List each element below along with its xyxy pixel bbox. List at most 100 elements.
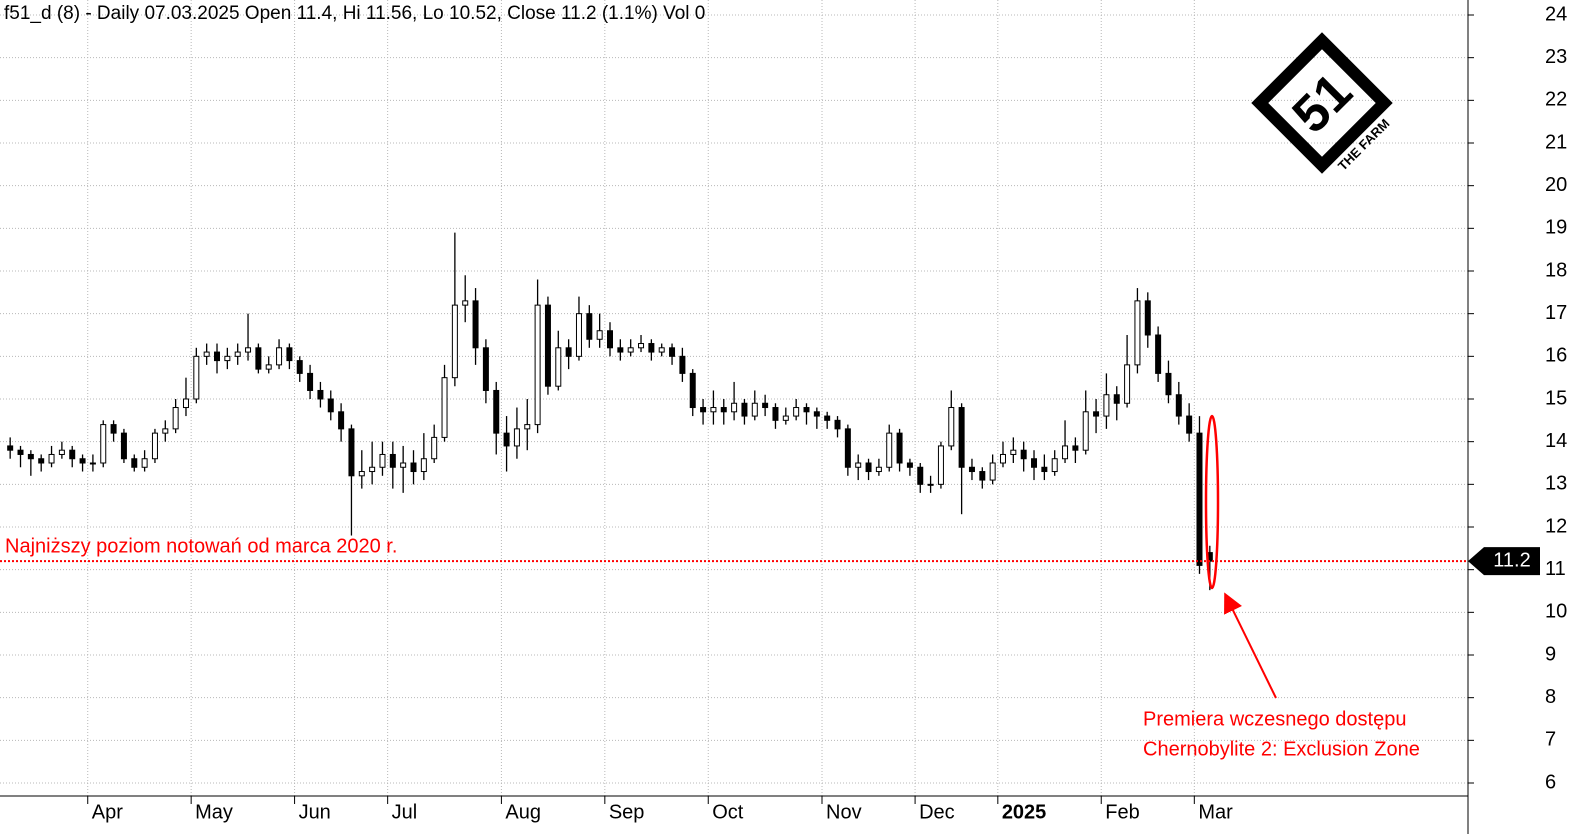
candle-body — [1010, 449, 1017, 455]
candle-body — [948, 407, 955, 447]
candle-body — [120, 432, 127, 460]
candle-body — [472, 300, 479, 349]
candle-body — [338, 411, 345, 430]
y-tick-label: 12 — [1545, 515, 1567, 537]
candle-body — [855, 462, 862, 468]
candle-body — [1051, 458, 1058, 473]
candle-body — [834, 419, 841, 430]
candle-body — [607, 330, 613, 349]
candle-body — [658, 347, 665, 353]
candle-body — [803, 407, 810, 413]
candle-body — [793, 407, 800, 417]
candle-body — [979, 471, 986, 481]
candle-body — [710, 407, 717, 413]
y-tick-label: 21 — [1545, 131, 1567, 153]
candle-body — [493, 389, 500, 434]
candle-body — [100, 424, 107, 464]
candle-body — [369, 466, 376, 473]
candle-body — [48, 453, 55, 464]
candle-body — [7, 445, 14, 451]
candle-body — [565, 347, 572, 357]
candle-body — [410, 462, 417, 473]
candle-body — [927, 483, 934, 486]
y-tick-label: 10 — [1545, 601, 1567, 623]
candle-body — [575, 313, 582, 357]
candle-body — [358, 471, 365, 477]
candle-body — [58, 449, 65, 455]
candle-body — [1186, 415, 1193, 434]
candle-body — [968, 466, 975, 473]
x-tick-label: May — [195, 801, 233, 823]
candle-body — [203, 351, 210, 357]
y-tick-label: 14 — [1545, 430, 1567, 452]
x-tick-label: Dec — [919, 801, 955, 823]
candle-body — [1041, 466, 1048, 473]
x-tick-label: Sep — [609, 801, 645, 823]
chart-title: f51_d (8) - Daily 07.03.2025 Open 11.4, … — [4, 3, 705, 24]
candle-body — [772, 407, 779, 421]
candle-body — [503, 432, 510, 447]
candle-body — [906, 462, 913, 468]
candle-body — [214, 351, 221, 362]
candle-body — [1031, 458, 1038, 468]
annotation-arrow — [1224, 592, 1277, 699]
candle-body — [327, 398, 334, 413]
y-tick-label: 16 — [1545, 345, 1567, 367]
candle-body — [1134, 300, 1141, 366]
candle-body — [669, 347, 676, 357]
y-tick-label: 8 — [1545, 686, 1556, 708]
reference-label: Najniższy poziom notowań od marca 2020 r… — [5, 535, 397, 557]
last-price-label: 11.2 — [1493, 549, 1530, 571]
candle-body — [917, 466, 924, 485]
candle-body — [172, 407, 179, 430]
candle-body — [544, 304, 551, 387]
candle-body — [265, 364, 272, 370]
candle-body — [1062, 445, 1069, 460]
candle-body — [379, 453, 386, 468]
candle-body — [286, 347, 293, 362]
candle-body — [896, 432, 903, 464]
candle-body — [741, 402, 748, 417]
candle-body — [1155, 334, 1162, 374]
candle-body — [224, 355, 231, 362]
candle-body — [1020, 449, 1027, 460]
candle-body — [389, 453, 396, 468]
candle-body — [162, 428, 169, 434]
candle-body — [1175, 394, 1182, 417]
candle-body — [648, 343, 655, 353]
candle-body — [420, 458, 427, 473]
highlight-ellipse — [1204, 414, 1220, 590]
candle-body — [307, 372, 314, 391]
candle-body — [534, 304, 541, 426]
candle-body — [586, 313, 593, 340]
candle-body — [131, 458, 138, 468]
y-tick-label: 23 — [1545, 46, 1567, 68]
y-tick-label: 20 — [1545, 174, 1567, 196]
x-tick-label: Jul — [392, 801, 418, 823]
candle-body — [1196, 432, 1203, 566]
candle-body — [255, 347, 262, 370]
candle-body — [751, 402, 758, 417]
plot: 6 7 8 9 10 11 12 13 14 15 16 17 18 19 20 21 22 23 24 Apr May… — [0, 0, 1567, 823]
y-tick-label: 11 — [1545, 558, 1566, 580]
candle-body — [1082, 411, 1089, 451]
y-tick-label: 7 — [1545, 729, 1556, 751]
candle-body — [482, 347, 489, 391]
y-tick-label: 6 — [1545, 771, 1556, 793]
candle-body — [69, 449, 76, 460]
annotation: Chernobylite 2: Exclusion Zone — [1143, 738, 1420, 760]
candle-body — [720, 407, 727, 413]
logo-frame — [1251, 32, 1393, 174]
y-tick-label: 19 — [1545, 217, 1567, 239]
candle-body — [937, 445, 944, 485]
candle-body — [276, 347, 283, 366]
x-tick-label: Oct — [712, 801, 744, 823]
candle-body — [89, 462, 96, 465]
candle-body — [999, 453, 1006, 464]
y-tick-label: 18 — [1545, 259, 1567, 281]
x-tick-label: Nov — [826, 801, 862, 823]
x-tick-label: Feb — [1105, 801, 1139, 823]
candle-body — [875, 466, 882, 473]
candle-body — [813, 411, 820, 417]
